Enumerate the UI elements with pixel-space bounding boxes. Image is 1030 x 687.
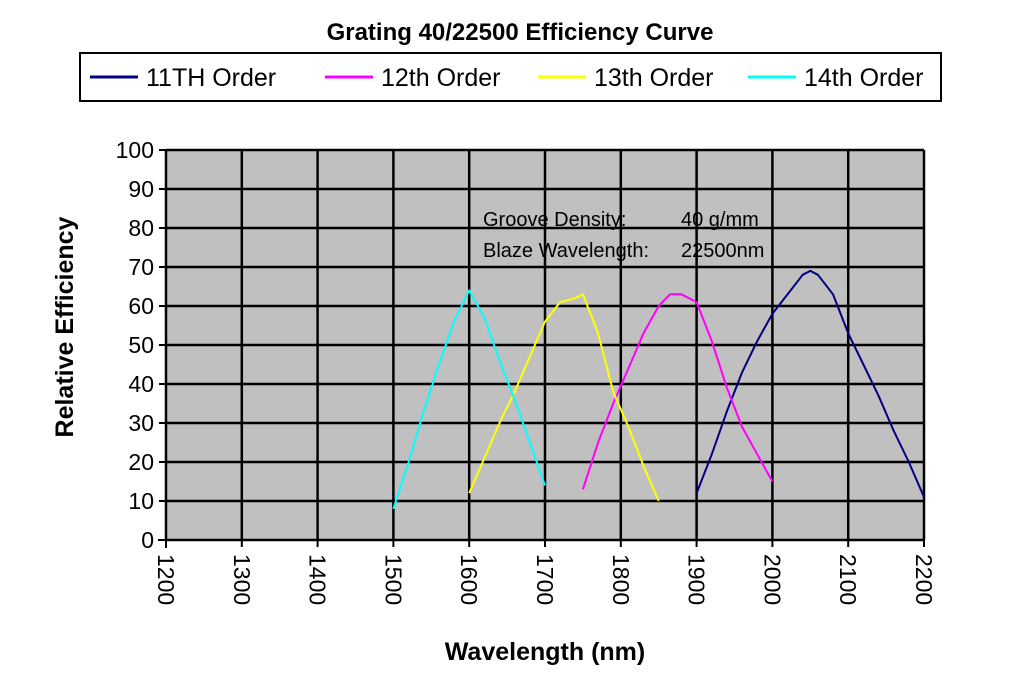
y-tick-label-20: 20 bbox=[128, 449, 154, 475]
series-line-1 bbox=[695, 269, 925, 498]
series-line-4 bbox=[392, 289, 546, 510]
x-tick-label-1500: 1500 bbox=[380, 554, 406, 605]
legend-label-4: 14th Order bbox=[804, 64, 924, 92]
annotation-blaze-wavelength-label: Blaze Wavelength: bbox=[483, 240, 649, 262]
legend-box bbox=[79, 52, 942, 102]
x-tick-label-2100: 2100 bbox=[835, 554, 861, 605]
y-tick-labels: 0 10 20 30 40 50 60 70 80 90 100 bbox=[116, 137, 154, 553]
y-tick-label-100: 100 bbox=[116, 137, 154, 163]
x-tick-label-1400: 1400 bbox=[305, 554, 331, 605]
y-axis-title: Relative Efficiency bbox=[51, 216, 79, 437]
y-tick-label-70: 70 bbox=[128, 254, 154, 280]
y-tick-label-50: 50 bbox=[128, 332, 154, 358]
y-tick-label-10: 10 bbox=[128, 488, 154, 514]
legend-label-1: 11TH Order bbox=[146, 64, 276, 92]
x-tick-label-1900: 1900 bbox=[684, 554, 710, 605]
y-tick-label-30: 30 bbox=[128, 410, 154, 436]
x-tick-labels: 1200 1300 1400 1500 1600 1700 1800 1900 2000 2100… bbox=[153, 554, 937, 605]
chart-title: Grating 40/22500 Efficiency Curve bbox=[327, 19, 714, 46]
axes bbox=[158, 149, 925, 548]
x-tick-label-1300: 1300 bbox=[229, 554, 255, 605]
x-tick-label-1200: 1200 bbox=[153, 554, 179, 605]
legend-label-2: 12th Order bbox=[381, 64, 501, 92]
x-axis-title: Wavelength (nm) bbox=[445, 638, 645, 666]
gridlines bbox=[164, 148, 926, 542]
annotation-groove-density-label: Groove Density: bbox=[483, 209, 626, 231]
y-tick-label-60: 60 bbox=[128, 293, 154, 319]
series-line-3 bbox=[468, 293, 660, 502]
legend-label-3: 13th Order bbox=[594, 64, 714, 92]
annotation-groove-density-value: 40 g/mm bbox=[681, 209, 759, 231]
y-tick-label-90: 90 bbox=[128, 176, 154, 202]
x-tick-label-2200: 2200 bbox=[911, 554, 937, 605]
x-tick-label-1700: 1700 bbox=[532, 554, 558, 605]
legend: 11TH Order 12th Order 13th Order 14th Order bbox=[90, 64, 924, 92]
y-tick-label-80: 80 bbox=[128, 215, 154, 241]
y-tick-label-40: 40 bbox=[128, 371, 154, 397]
y-tick-label-0: 0 bbox=[141, 527, 154, 553]
x-tick-label-1800: 1800 bbox=[608, 554, 634, 605]
x-tick-label-2000: 2000 bbox=[759, 554, 785, 605]
x-tick-label-1600: 1600 bbox=[456, 554, 482, 605]
series-lines bbox=[392, 269, 925, 510]
annotation-blaze-wavelength-value: 22500nm bbox=[681, 240, 764, 262]
